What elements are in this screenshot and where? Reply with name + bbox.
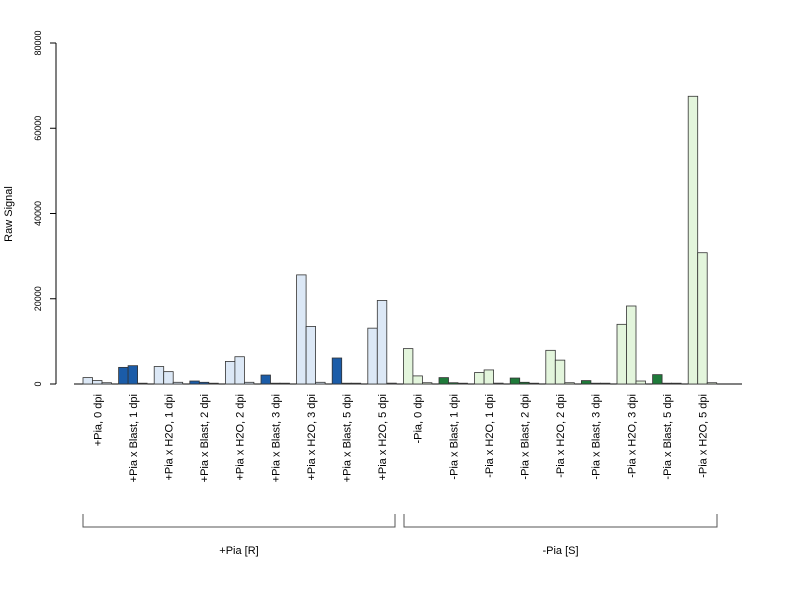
bar (554, 359, 566, 385)
bar (189, 380, 200, 385)
bar (626, 305, 637, 385)
bar (260, 374, 271, 385)
x-tick-label: +Pia x H2O, 1 dpi (163, 394, 175, 481)
bar (474, 372, 485, 385)
x-tick-label: -Pia x Blast, 1 dpi (448, 394, 460, 480)
y-tick-label: 40000 (33, 201, 43, 226)
group-label: -Pia [S] (542, 545, 578, 557)
x-tick-label: +Pia x H2O, 2 dpi (235, 394, 247, 481)
bar (341, 382, 352, 385)
bar (127, 365, 139, 385)
x-tick-label: -Pia, 0 dpi (413, 394, 425, 444)
x-tick-label: -Pia x H2O, 3 dpi (626, 394, 638, 478)
bar (331, 357, 343, 385)
y-axis: 0 20000 40000 60000 80000 (33, 30, 57, 387)
bar (581, 380, 592, 385)
x-tick-label: +Pia x H2O, 5 dpi (377, 394, 389, 481)
y-tick-label: 80000 (33, 30, 43, 55)
bar (438, 377, 449, 385)
bar (590, 382, 601, 385)
bar (457, 382, 468, 385)
bar (198, 381, 210, 385)
bar (421, 382, 433, 385)
bar (279, 382, 290, 385)
x-tick-label: +Pia x Blast, 5 dpi (341, 394, 353, 482)
bar (153, 366, 165, 385)
bar (163, 371, 174, 385)
bar (412, 375, 423, 385)
bar (350, 382, 362, 385)
bar (208, 382, 219, 385)
bar (82, 377, 93, 385)
bar (448, 382, 459, 385)
bar (697, 252, 708, 385)
x-tick-label: +Pia x Blast, 1 dpi (128, 394, 140, 482)
bar (315, 381, 326, 385)
bar (305, 326, 317, 385)
bar (528, 382, 540, 385)
bar (661, 382, 672, 385)
y-tick-label: 0 (33, 381, 43, 386)
bar (118, 366, 129, 385)
group-label: +Pia [R] (219, 545, 258, 557)
bars (82, 95, 718, 385)
y-tick-label: 60000 (33, 116, 43, 141)
group-bracket (403, 514, 718, 528)
bar (234, 356, 245, 385)
x-tick-label: -Pia x Blast, 3 dpi (591, 394, 603, 480)
bar (386, 382, 397, 385)
bar (519, 381, 530, 385)
bar (137, 382, 148, 385)
bar (493, 382, 504, 385)
x-tick-labels: +Pia, 0 dpi +Pia x Blast, 1 dpi +Pia x H2O… (92, 394, 709, 482)
bar (224, 361, 236, 385)
bar (687, 95, 699, 385)
x-tick-label: +Pia, 0 dpi (92, 394, 104, 446)
bar (671, 382, 682, 385)
bar (376, 300, 388, 385)
bar (92, 380, 103, 385)
bar (296, 274, 307, 385)
bar (270, 382, 281, 385)
bar (545, 349, 556, 385)
bar (509, 377, 521, 385)
x-tick-label: -Pia x H2O, 1 dpi (484, 394, 496, 478)
bar (402, 348, 414, 385)
bar (483, 369, 495, 385)
x-tick-label: +Pia x Blast, 3 dpi (270, 394, 282, 482)
bar (172, 381, 184, 385)
bar (367, 327, 378, 385)
x-tick-label: -Pia x Blast, 5 dpi (662, 394, 674, 480)
bar (652, 374, 663, 385)
bar (243, 381, 255, 385)
x-tick-label: -Pia x Blast, 2 dpi (519, 394, 531, 480)
x-tick-label: +Pia x Blast, 2 dpi (199, 394, 211, 482)
bar (616, 323, 627, 385)
x-tick-label: +Pia x H2O, 3 dpi (306, 394, 318, 481)
x-tick-label: -Pia x H2O, 2 dpi (555, 394, 567, 478)
x-tick-label: -Pia x H2O, 5 dpi (697, 394, 709, 478)
group-brackets: +Pia [R] -Pia [S] (82, 514, 718, 557)
y-axis-label: Raw Signal (3, 186, 15, 242)
y-tick-label: 20000 (33, 286, 43, 311)
bar (706, 382, 718, 385)
bar (564, 382, 575, 385)
bar (101, 382, 112, 385)
group-bracket (82, 514, 396, 528)
bar (635, 380, 646, 385)
bar (600, 382, 611, 385)
